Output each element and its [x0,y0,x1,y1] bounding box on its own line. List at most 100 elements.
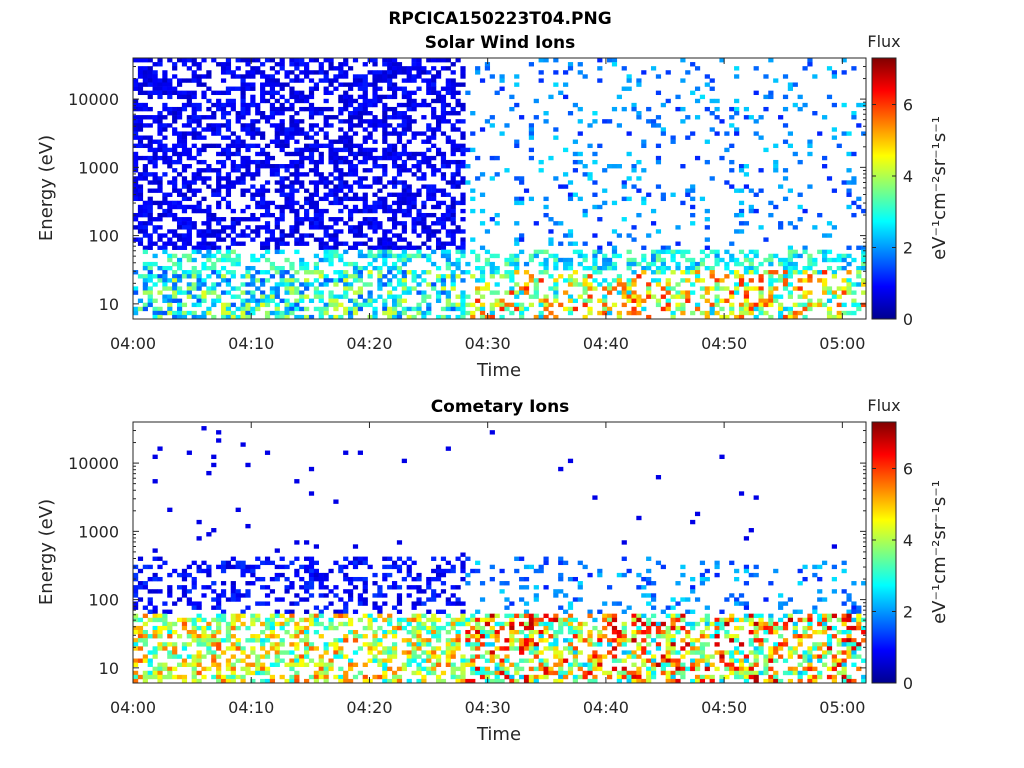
heatmap-cell [377,180,383,185]
heatmap-cell [269,111,276,116]
heatmap-cell [299,576,305,582]
heatmap-cell [313,168,319,173]
heatmap-cell [157,674,163,680]
heatmap-cell [435,265,442,271]
heatmap-cell [440,274,447,279]
heatmap-cell [435,638,442,643]
heatmap-cell [157,662,163,667]
heatmap-cell [704,245,710,250]
heatmap-cell [553,286,559,291]
heatmap-cell [333,147,339,153]
heatmap-cell [142,200,148,206]
heatmap-cell [260,560,266,566]
heatmap-cell [533,674,539,680]
heatmap-cell [294,629,300,635]
heatmap-cell [299,564,305,570]
heatmap-cell [401,666,407,672]
heatmap-cell [450,670,456,676]
heatmap-cell [401,576,407,582]
heatmap-cell [201,282,207,287]
heatmap-cell [343,90,349,96]
heatmap-cell [802,294,808,299]
heatmap-cell [152,310,158,316]
heatmap-cell [235,176,241,181]
heatmap-cell [387,229,393,234]
heatmap-cell [567,613,574,619]
heatmap-cell [133,127,139,132]
heatmap-cell [440,111,447,116]
heatmap-cell [714,310,720,316]
heatmap-cell [157,629,163,635]
heatmap-cell [782,270,789,275]
heatmap-cell [387,290,393,295]
heatmap-cell [445,102,451,108]
heatmap-cell [133,646,139,651]
heatmap-cell [621,217,627,222]
heatmap-cell [250,159,256,165]
heatmap-cell [206,212,212,218]
heatmap-cell [245,593,251,598]
heatmap-cell [269,78,276,83]
heatmap-cell [225,564,232,570]
heatmap-cell [152,314,158,320]
heatmap-cell [313,265,319,271]
heatmap-cell [260,282,266,287]
heatmap-cell [450,78,456,83]
heatmap-cell [748,204,754,210]
heatmap-cell [133,217,139,222]
heatmap-cell [343,290,349,295]
heatmap-cell [396,678,403,684]
heatmap-cell [181,310,188,316]
heatmap-cell [470,634,476,639]
heatmap-cell [631,237,637,242]
heatmap-cell [421,253,427,259]
heatmap-cell [260,184,266,189]
heatmap-cell [294,634,300,639]
heatmap-cell [367,155,373,161]
heatmap-cell [333,298,339,303]
heatmap-cell [792,82,798,87]
heatmap-cell [299,257,305,263]
heatmap-cell [406,572,412,578]
heatmap-cell [558,184,564,189]
heatmap-cell [216,593,222,598]
heatmap-cell [504,666,510,672]
heatmap-cell [338,270,344,275]
heatmap-cell [607,310,613,316]
heatmap-cell [299,638,305,643]
heatmap-cell [768,253,774,259]
heatmap-cell [426,233,432,238]
heatmap-cell [260,654,266,659]
heatmap-cell [753,208,759,214]
heatmap-cell [587,572,593,578]
heatmap-cell [274,139,280,144]
heatmap-cell [338,98,344,104]
heatmap-cell [670,257,676,263]
heatmap-cell [475,666,481,672]
heatmap-cell [152,139,158,144]
heatmap-cell [338,62,344,67]
heatmap-cell [313,159,319,165]
heatmap-cell [186,286,192,291]
heatmap-cell [269,237,276,242]
heatmap-cell [484,621,491,627]
heatmap-cell [323,593,329,598]
heatmap-cell [665,290,671,295]
heatmap-cell [269,164,276,169]
heatmap-cell [157,62,163,67]
heatmap-cell [650,123,657,128]
heatmap-cell [484,629,491,635]
heatmap-cell [367,70,373,75]
heatmap-cell [382,184,388,189]
heatmap-cell [577,634,583,639]
heatmap-cell [489,310,495,316]
heatmap-cell [142,670,148,676]
heatmap-cell [357,278,363,283]
heatmap-cell [514,662,520,667]
heatmap-cell [225,62,232,67]
heatmap-cell [304,94,310,100]
heatmap-cell [582,662,588,667]
heatmap-cell [216,257,222,263]
heatmap-cell [577,70,583,75]
